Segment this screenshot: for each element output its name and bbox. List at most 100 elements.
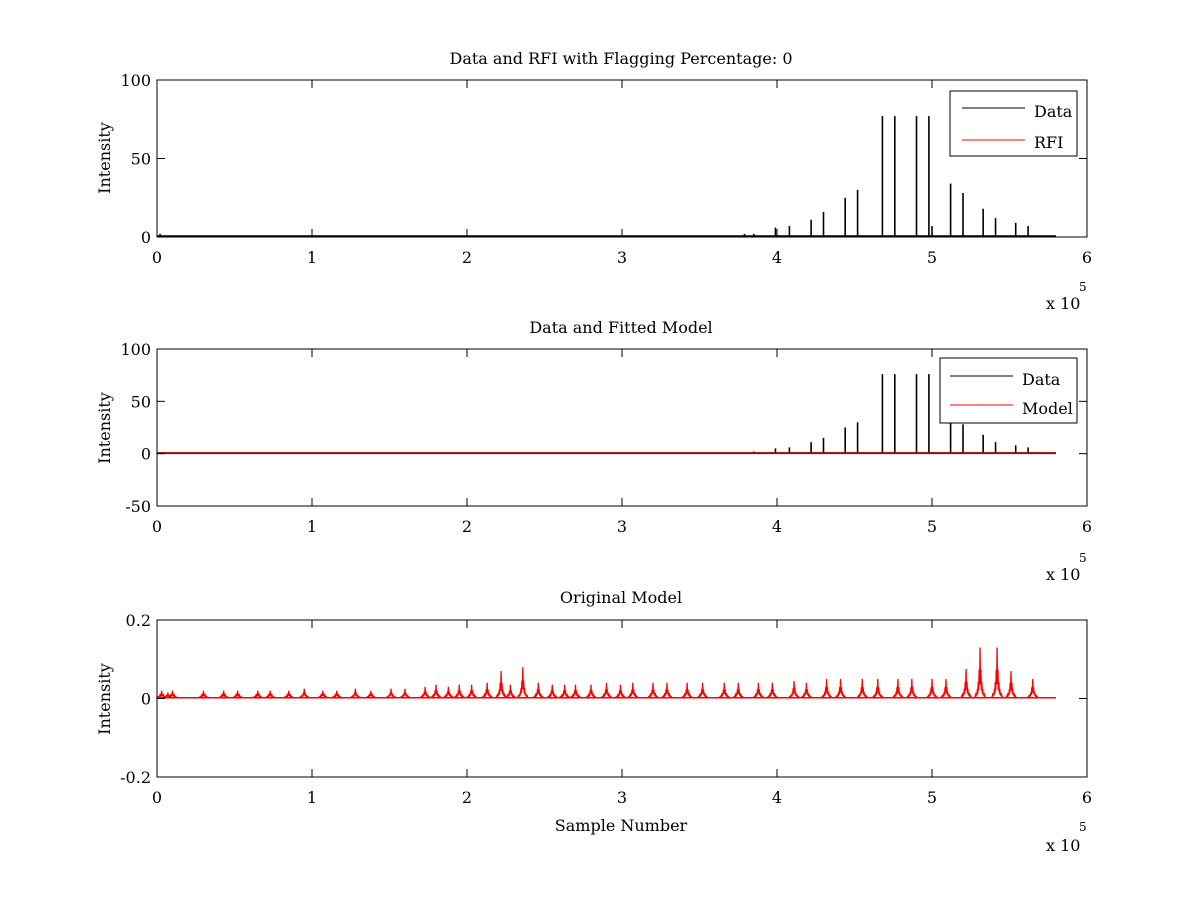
panel-3-series-peak [546,684,558,700]
panel-3-series-peak [1026,678,1039,699]
panel-3-series-peak [960,669,972,699]
panel-2-ylabel: Intensity [95,392,114,464]
panel-3-series-peak [991,647,1004,699]
panel-3-series-peak [218,690,230,700]
panel-3-y-ticks: -0.2 0 0.2 [120,611,1087,787]
panel-3-series-peak [419,686,431,700]
x-tick-label: 2 [462,788,472,807]
panel-3-series-peak [718,682,731,699]
y-tick-label: 50 [131,392,151,411]
panel-2-plot [157,374,1056,455]
panel-3-series-peak [495,671,507,699]
panel-3-series-peak [252,690,264,700]
panel-3-series-peak [856,678,869,699]
y-tick-label: -50 [125,497,151,516]
panel-3-series-peak [166,690,179,700]
panel-3-series-peak [349,688,362,699]
panel-3-series-peak [558,684,571,700]
panel-3-series-peak [788,680,800,699]
panel-3-ylabel: Intensity [95,663,114,735]
x-tick-label: 4 [772,517,782,536]
panel-3-series-peak [940,678,952,699]
panel-3-series-peak [906,678,918,699]
panel-3-series-peak [661,682,673,699]
panel-3-series-peak [892,678,904,699]
panel-3-series-peak [516,667,529,699]
panel-2-title: Data and Fitted Model [529,318,712,337]
panel-1-ylabel: Intensity [95,122,114,194]
x-tick-label: 6 [1082,517,1092,536]
panel-2-y-ticks: -50 0 50 100 [120,340,1087,516]
x-tick-label: 4 [772,248,782,267]
panel-3-series-peak [569,684,582,700]
panel-3-series-peak [385,688,397,699]
y-tick-label: 0 [141,690,151,709]
y-tick-label: 0 [141,445,151,464]
panel-1-plot [157,116,1056,238]
panel-2-legend-data-label: Data [1022,370,1061,389]
panel-3-x-ticks: 0 1 2 3 4 5 6 [152,620,1092,807]
panel-3-xlabel: Sample Number [555,816,688,835]
panel-2-exponent-base: x 10 [1046,565,1080,584]
panel-3-series-peak [585,684,597,700]
panel-3-series-peak [834,678,847,699]
panel-1: Data and RFI with Flagging Percentage: 0… [95,49,1092,313]
panel-3-series-peak [1005,671,1017,699]
panel-3-plot [156,647,1056,700]
panel-3-series-peak [365,690,377,700]
panel-3-series-peak [766,682,779,699]
panel-3-series-peak [197,690,210,700]
x-tick-label: 6 [1082,788,1092,807]
x-tick-label: 6 [1082,248,1092,267]
x-tick-label: 0 [152,248,162,267]
panel-1-legend-rfi-label: RFI [1034,133,1063,152]
x-tick-label: 1 [307,788,317,807]
x-tick-label: 3 [617,788,627,807]
panel-3-series-peak [732,682,744,699]
panel-3-series-peak [465,684,478,700]
panel-3-series-peak [453,684,465,700]
panel-3-series-peak [681,682,693,699]
x-tick-label: 2 [462,517,472,536]
panel-3-series-peak [430,684,442,700]
panel-3-series-peak [298,688,310,699]
y-tick-label: -0.2 [120,768,151,787]
panel-3-title: Original Model [560,588,682,607]
panel-3-series-peak [442,686,455,700]
panel-3-series-peak [532,682,545,699]
x-tick-label: 1 [307,248,317,267]
x-tick-label: 3 [617,517,627,536]
panel-1-x-ticks: 0 1 2 3 4 5 6 [152,80,1092,267]
panel-3-exponent-base: x 10 [1046,836,1080,855]
panel-1-exponent-base: x 10 [1046,294,1080,313]
panel-3-series-peak [504,684,517,700]
panel-3-series-peak [974,647,987,699]
panel-2-x-ticks: 0 1 2 3 4 5 6 [152,349,1092,536]
panel-1-y-ticks: 0 50 100 [120,71,1087,247]
panel-3-series-peak [283,690,295,700]
x-tick-label: 5 [927,248,937,267]
panel-3-series-peak [481,682,493,699]
panel-3-series-peak [627,682,639,699]
panel-3-series-peak [399,688,411,699]
panel-3-series-peak [820,678,833,699]
x-tick-label: 1 [307,517,317,536]
panel-2-legend: Data Model [939,357,1078,424]
y-tick-label: 100 [120,71,151,90]
y-tick-label: 0.2 [126,611,151,630]
panel-1-legend-box [949,90,1078,157]
y-tick-label: 0 [141,228,151,247]
panel-3-series-peak [600,682,613,699]
panel-3-series-peak [614,684,627,700]
panel-3-series-peak [264,690,276,700]
panel-1-exponent-power: 5 [1079,280,1087,294]
y-tick-label: 100 [120,340,151,359]
x-tick-label: 0 [152,788,162,807]
panel-1-title: Data and RFI with Flagging Percentage: 0 [449,49,792,68]
y-tick-label: 50 [131,150,151,169]
x-tick-label: 5 [927,788,937,807]
x-tick-label: 3 [617,248,627,267]
panel-2-exponent-power: 5 [1079,551,1087,565]
